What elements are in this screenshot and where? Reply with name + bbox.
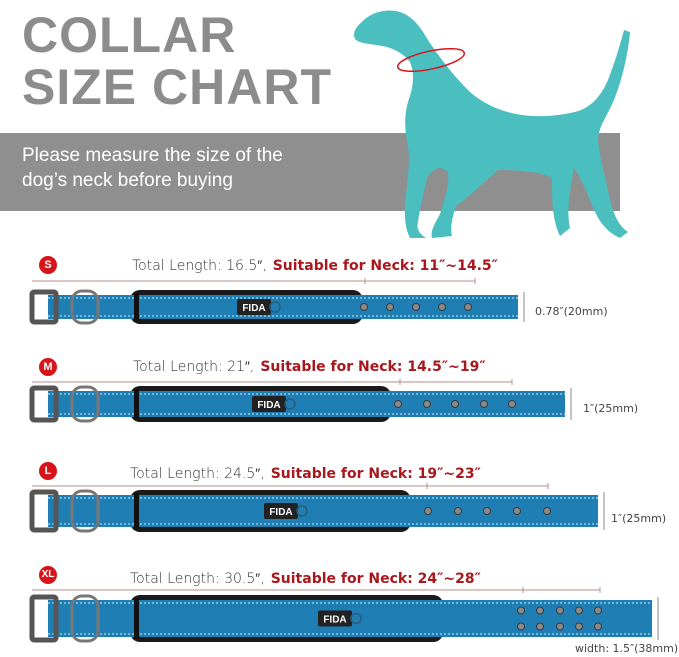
tag-ring-icon [350,612,362,625]
size-description: Total Length: 24.5″, Suitable for Neck: 1… [130,465,481,482]
brand-tag-text: FIDA [257,400,280,411]
title-line1: COLLAR [22,7,237,63]
collar-strap [48,295,518,319]
grommet-hole [464,303,472,311]
grommet-hole [517,622,525,631]
strap-keeper [134,493,139,529]
instruction-line1: Please measure the size of the [22,145,283,166]
tag-ring-icon [296,505,308,517]
grommet-hole [360,303,368,311]
brand-tag [264,503,298,519]
grommet-hole [575,606,583,615]
title-line2: SIZE CHART [22,59,332,115]
total-length: Total Length: 24.5″, [130,466,265,482]
grommet-hole [536,606,544,615]
neck-range: Suitable for Neck: 11″~14.5″ [272,258,498,274]
d-ring-icon [70,385,100,423]
collar-s: FIDA [29,278,525,325]
d-ring-icon [70,289,100,325]
grommet-hole [594,606,602,615]
width-label: 1″(25mm) [611,512,667,525]
buckle-icon [29,289,59,325]
width-label: 1″(25mm) [583,402,639,415]
width-label: 0.78″(20mm) [535,305,608,318]
buckle-icon [29,594,59,643]
size-badge: M [39,358,57,376]
grommet-hole [480,400,488,408]
grommet-hole [556,606,564,615]
brand-tag [237,299,271,315]
dog-silhouette-icon [354,10,630,238]
neck-range: Suitable for Neck: 19″~23″ [270,466,481,482]
strap-keeper [134,293,139,321]
tag-ring-icon [284,398,296,410]
size-description: Total Length: 30.5″, Suitable for Neck: 2… [130,570,481,587]
brand-tag-text: FIDA [242,303,265,314]
grommet-hole [513,507,521,515]
grommet-hole [594,622,602,631]
neck-range: Suitable for Neck: 14.5″~19″ [260,359,486,375]
buckle-icon [29,385,59,423]
grommet-hole [438,303,446,311]
grommet-hole [508,400,516,408]
size-badge: S [39,256,57,274]
grommet-hole [575,622,583,631]
grommet-hole [483,507,491,515]
strap-keeper [134,598,139,639]
buckle-icon [29,489,59,533]
collar-marker [396,47,466,73]
total-length: Total Length: 16.5″, [132,258,267,274]
grommet-hole [536,622,544,631]
grommet-hole [556,622,564,631]
d-ring-icon [70,489,100,533]
collar-strap [48,495,598,527]
neck-range: Suitable for Neck: 24″~28″ [270,571,481,587]
brand-tag [252,396,286,412]
grommet-hole [543,507,551,515]
brand-tag-text: FIDA [323,615,346,626]
grommet-hole [423,400,431,408]
total-length: Total Length: 21″, [133,359,255,375]
grommet-hole [424,507,432,515]
collar-l: FIDA [29,483,605,533]
grommet-hole [517,606,525,615]
size-description: Total Length: 21″, Suitable for Neck: 14.… [133,358,486,375]
grommet-hole [394,400,402,408]
grommet-hole [451,400,459,408]
grommet-hole [454,507,462,515]
d-ring-icon [70,594,100,643]
brand-tag [318,610,352,627]
total-length: Total Length: 30.5″, [130,571,265,587]
size-badge: XL [39,566,57,584]
width-label: width: 1.5″(38mm) [575,642,679,655]
size-badge: L [39,462,57,480]
size-description: Total Length: 16.5″, Suitable for Neck: 1… [132,257,498,274]
collar-m: FIDA [29,379,572,423]
tag-ring-icon [269,301,281,313]
strap-keeper [134,389,139,419]
brand-tag-text: FIDA [269,507,292,518]
grommet-hole [386,303,394,311]
collar-xl: FIDA [29,587,659,643]
dog-illustration [354,10,630,238]
grommet-hole [412,303,420,311]
instruction-line2: dog’s neck before buying [22,170,233,191]
